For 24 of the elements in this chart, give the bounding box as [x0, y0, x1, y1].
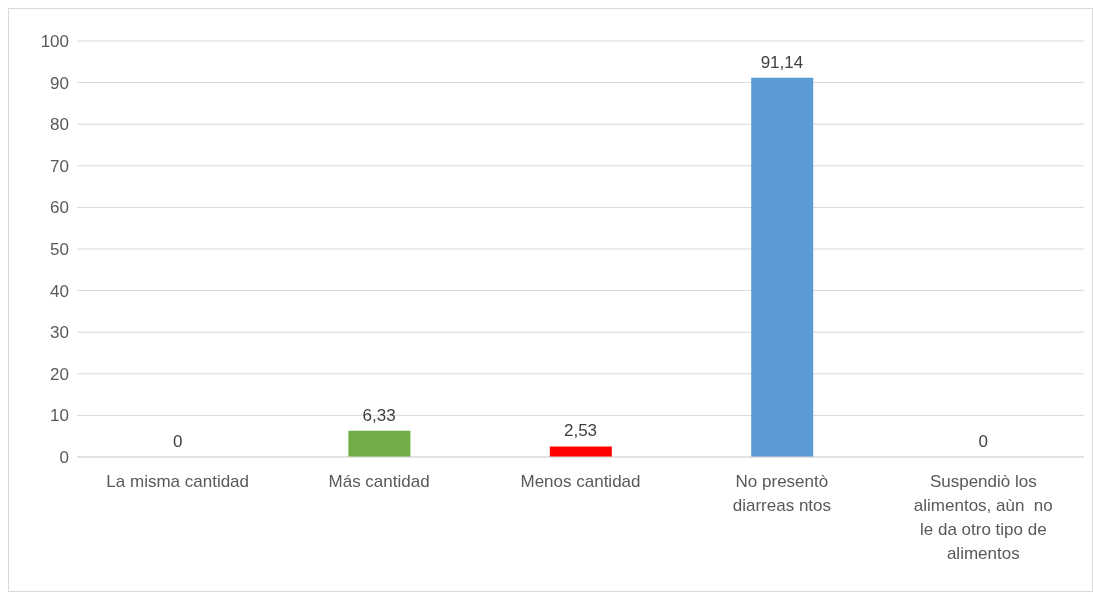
y-tick-label: 20	[50, 364, 69, 384]
y-tick-label: 80	[50, 115, 69, 135]
data-label: 2,53	[563, 421, 598, 441]
bar	[549, 446, 612, 457]
x-tick-label: Menos cantidad	[520, 472, 641, 491]
data-label: 0	[172, 432, 183, 451]
y-tick-label: 10	[50, 406, 69, 426]
y-tick-label: 70	[50, 156, 69, 176]
x-tick-label: Suspendiò los alimentos, aùn no le da otro tipo de alimentos	[913, 472, 1053, 563]
y-tick-label: 40	[50, 281, 69, 301]
bar	[751, 77, 814, 457]
data-label: 6,33	[362, 405, 396, 425]
y-tick-label: 30	[50, 323, 69, 343]
data-label: 0	[978, 432, 989, 451]
x-tick-label: Más cantidad	[328, 472, 430, 491]
y-tick-label: 100	[40, 32, 69, 52]
y-tick-label: 90	[50, 73, 69, 93]
x-tick-label: No presentò diarreas ntos	[732, 472, 832, 515]
x-tick-label: La misma cantidad	[106, 472, 250, 491]
y-tick-label: 50	[50, 240, 69, 260]
bar	[348, 430, 411, 457]
y-tick-label: 0	[59, 448, 69, 468]
data-label: 91,14	[760, 52, 804, 72]
y-tick-label: 60	[50, 198, 69, 218]
